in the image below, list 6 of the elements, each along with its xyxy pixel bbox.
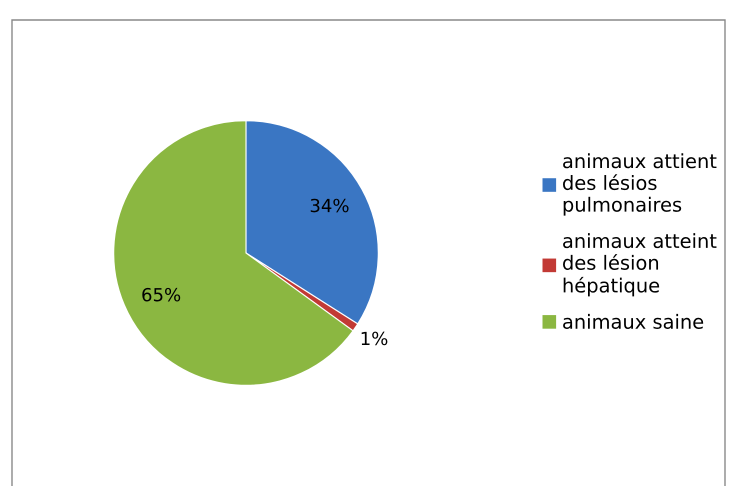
data-label: 65% [142,288,180,302]
data-label: 1% [362,332,388,346]
data-label: 34% [310,198,349,212]
legend-label: animaux atteint des lésion hépatique [563,233,716,296]
legend-label: animaux saine [563,314,704,329]
legend-label: animaux attient des lésios pulmonaires [563,153,716,216]
